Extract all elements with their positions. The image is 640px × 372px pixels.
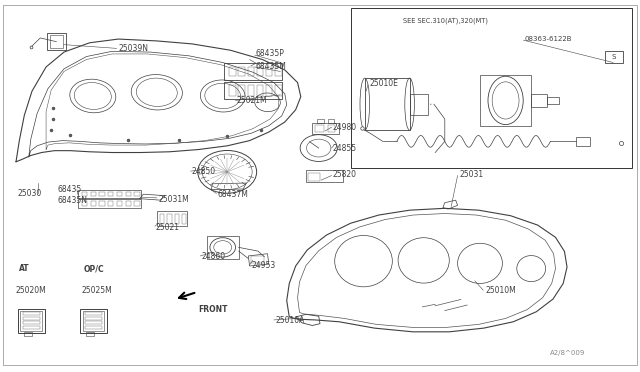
Text: 25020M: 25020M bbox=[16, 286, 47, 295]
Text: 25039N: 25039N bbox=[118, 44, 148, 53]
Bar bbox=[99, 192, 104, 196]
Bar bbox=[312, 123, 339, 134]
Text: 24860: 24860 bbox=[202, 252, 226, 261]
Bar bbox=[24, 332, 32, 336]
Text: 25820: 25820 bbox=[333, 170, 357, 179]
Bar bbox=[91, 192, 96, 196]
Bar bbox=[23, 312, 40, 315]
Bar bbox=[275, 67, 282, 76]
Text: 25025M: 25025M bbox=[82, 286, 113, 295]
Bar bbox=[117, 192, 122, 196]
Bar bbox=[18, 309, 45, 333]
Bar bbox=[117, 201, 122, 206]
Text: 68435: 68435 bbox=[58, 185, 82, 194]
Bar bbox=[315, 125, 324, 132]
Bar bbox=[266, 85, 273, 96]
Bar bbox=[229, 67, 236, 76]
Bar bbox=[83, 311, 104, 331]
Text: 68437M: 68437M bbox=[218, 190, 248, 199]
Text: AT: AT bbox=[19, 264, 30, 273]
Bar bbox=[238, 67, 244, 76]
Bar bbox=[134, 192, 140, 196]
Text: 25021M: 25021M bbox=[237, 96, 268, 105]
Bar bbox=[224, 63, 282, 80]
Bar bbox=[308, 173, 320, 181]
Bar bbox=[78, 190, 141, 198]
Bar bbox=[108, 201, 113, 206]
Text: 25010A: 25010A bbox=[275, 316, 305, 325]
Bar bbox=[23, 321, 40, 324]
Bar bbox=[23, 326, 40, 329]
Bar bbox=[248, 67, 254, 76]
Text: 68435M: 68435M bbox=[256, 62, 287, 71]
Bar bbox=[85, 312, 102, 315]
Text: S: S bbox=[612, 54, 616, 60]
Bar bbox=[605, 51, 623, 63]
Text: 24850: 24850 bbox=[192, 167, 216, 176]
Text: 68435P: 68435P bbox=[256, 49, 285, 58]
Bar bbox=[86, 332, 94, 336]
Text: 24953: 24953 bbox=[252, 262, 276, 270]
Text: 25031M: 25031M bbox=[159, 195, 189, 203]
Text: 08363-6122B: 08363-6122B bbox=[525, 36, 572, 42]
Bar bbox=[275, 85, 282, 96]
Bar bbox=[85, 326, 102, 329]
Text: OP/C: OP/C bbox=[83, 264, 104, 273]
Bar bbox=[224, 82, 282, 99]
Text: 25010M: 25010M bbox=[485, 286, 516, 295]
Bar bbox=[248, 85, 254, 96]
Bar bbox=[125, 201, 131, 206]
Bar bbox=[351, 8, 632, 168]
Bar bbox=[410, 94, 428, 115]
Bar bbox=[182, 214, 186, 224]
Bar bbox=[85, 317, 102, 320]
Text: 25021: 25021 bbox=[156, 223, 179, 232]
Bar bbox=[85, 321, 102, 324]
Bar bbox=[238, 85, 244, 96]
Text: 24980: 24980 bbox=[333, 123, 357, 132]
Text: 25010E: 25010E bbox=[370, 79, 399, 88]
Bar bbox=[80, 309, 107, 333]
Text: 25031: 25031 bbox=[460, 170, 484, 179]
Bar bbox=[23, 317, 40, 320]
Bar bbox=[134, 201, 140, 206]
Text: 25030: 25030 bbox=[18, 189, 42, 198]
Text: A2/8^009: A2/8^009 bbox=[550, 350, 586, 356]
Text: SEE SEC.310(AT),320(MT): SEE SEC.310(AT),320(MT) bbox=[403, 17, 488, 24]
Bar bbox=[251, 256, 264, 263]
Bar bbox=[82, 201, 87, 206]
Bar bbox=[328, 119, 334, 123]
Bar bbox=[547, 97, 559, 104]
Bar bbox=[99, 201, 104, 206]
Bar bbox=[306, 170, 343, 182]
Bar bbox=[91, 201, 96, 206]
Bar bbox=[576, 137, 590, 146]
Bar bbox=[125, 192, 131, 196]
Bar bbox=[229, 85, 236, 96]
Bar bbox=[175, 214, 179, 224]
Bar bbox=[257, 67, 263, 76]
Bar bbox=[160, 214, 164, 224]
Text: 68435N: 68435N bbox=[58, 196, 88, 205]
Bar bbox=[266, 67, 273, 76]
Text: FRONT: FRONT bbox=[198, 305, 228, 314]
Bar bbox=[167, 214, 172, 224]
Bar bbox=[78, 199, 141, 208]
Bar bbox=[108, 192, 113, 196]
Bar bbox=[157, 211, 187, 226]
Bar bbox=[531, 94, 547, 107]
Bar bbox=[317, 119, 324, 123]
Bar bbox=[82, 192, 87, 196]
Text: 24855: 24855 bbox=[333, 144, 357, 153]
Bar bbox=[257, 85, 263, 96]
Bar bbox=[328, 125, 335, 132]
Bar bbox=[20, 311, 42, 331]
